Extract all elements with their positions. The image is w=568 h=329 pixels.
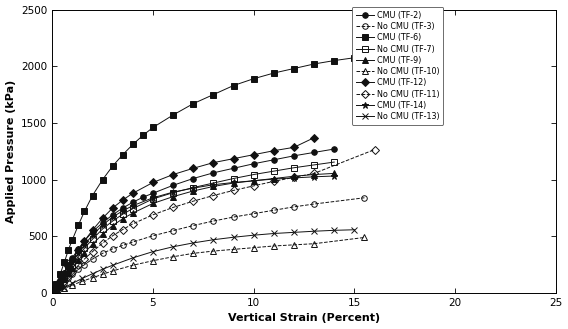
Y-axis label: Applied Pressure (kPa): Applied Pressure (kPa) [6, 80, 15, 223]
Legend: CMU (TF-2), No CMU (TF-3), CMU (TF-6), No CMU (TF-7), CMU (TF-9), No CMU (TF-10): CMU (TF-2), No CMU (TF-3), CMU (TF-6), N… [352, 7, 444, 125]
X-axis label: Vertical Strain (Percent): Vertical Strain (Percent) [228, 314, 380, 323]
